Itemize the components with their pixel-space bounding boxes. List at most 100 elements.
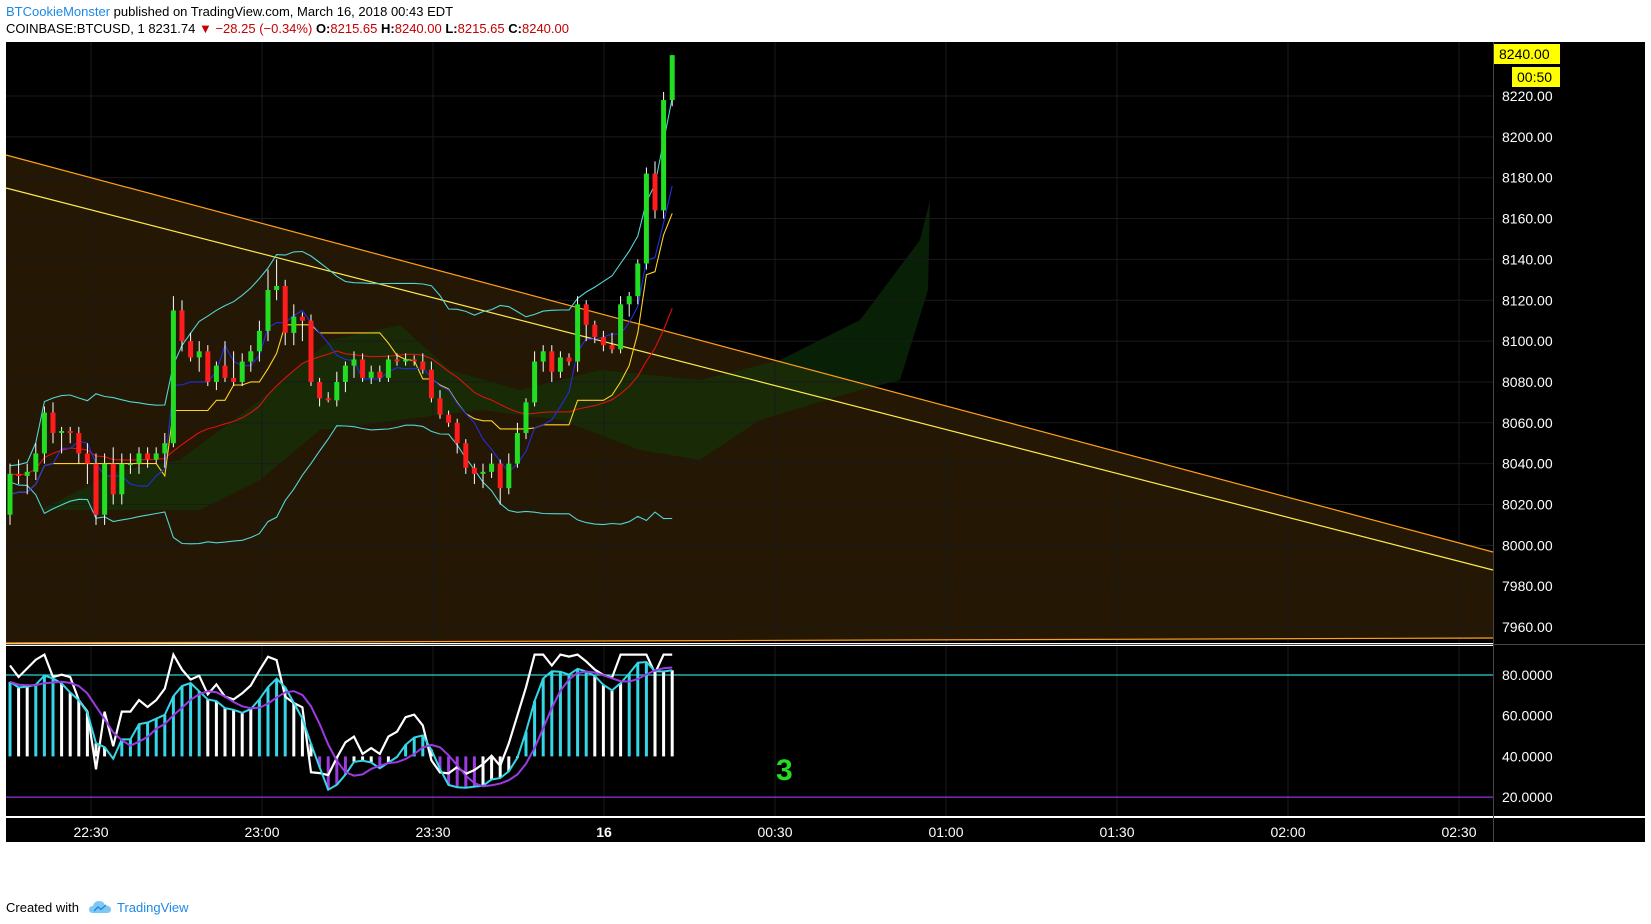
candle-body — [248, 351, 254, 362]
candle-body — [153, 453, 159, 460]
created-with-label: Created with — [6, 900, 79, 915]
candle-body — [231, 377, 237, 382]
candle-body — [489, 463, 495, 472]
oscillator-histogram-bar — [51, 678, 55, 757]
candle-body — [360, 359, 366, 378]
candle-body — [256, 330, 262, 352]
candle-body — [609, 345, 615, 350]
support-line — [5, 637, 1494, 644]
time-tick-label: 22:30 — [73, 824, 108, 840]
oscillator-histogram-bar — [627, 673, 631, 757]
last-price: 8231.74 — [148, 21, 196, 36]
countdown-badge-text: 00:50 — [1517, 69, 1552, 85]
time-tick-label: 23:00 — [244, 824, 279, 840]
oscillator-histogram-bar — [300, 718, 304, 757]
oscillator-histogram-bar — [180, 686, 184, 757]
time-tick-label: 02:30 — [1441, 824, 1476, 840]
candle-body — [205, 351, 211, 382]
oscillator-histogram-bar — [249, 708, 253, 757]
oscillator-histogram-bar — [17, 687, 21, 757]
oscillator-histogram-bar — [283, 687, 287, 757]
close-label: C: — [508, 21, 522, 36]
candle-body — [454, 422, 460, 444]
low-value: 8215.65 — [457, 21, 505, 36]
oscillator-histogram-bar — [490, 756, 494, 780]
price-tick-label: 8160.00 — [1502, 211, 1553, 227]
tradingview-cloud-icon[interactable] — [88, 899, 112, 915]
oscillator-histogram-bar — [163, 714, 167, 757]
candle-body — [76, 433, 82, 454]
candle-body — [213, 365, 219, 382]
oscillator-histogram-bar — [309, 743, 313, 757]
last-price-badge — [1494, 44, 1560, 64]
price-tick-label: 8040.00 — [1502, 456, 1553, 472]
oscillator-histogram-bar — [610, 690, 614, 757]
candle-body — [471, 467, 477, 474]
time-tick-label: 02:00 — [1270, 824, 1305, 840]
candle-body — [67, 430, 73, 434]
candle-body — [652, 173, 658, 211]
candle-body — [669, 55, 675, 101]
chart-header: BTCookieMonster published on TradingView… — [0, 0, 1651, 40]
candle-body — [93, 463, 99, 515]
time-axis-background — [6, 818, 1645, 842]
publish-info: published on TradingView.com, March 16, … — [113, 4, 454, 19]
oscillator-histogram-bar — [103, 747, 107, 757]
candle-body — [196, 351, 202, 358]
oscillator-histogram-bar — [653, 671, 657, 757]
candle-body — [437, 398, 443, 415]
price-tick-label: 8020.00 — [1502, 497, 1553, 513]
oscillator-histogram-bar — [636, 662, 640, 757]
candle-body — [33, 453, 39, 472]
oscillator-histogram-bar — [404, 744, 408, 757]
price-tick-label: 7980.00 — [1502, 578, 1553, 594]
time-tick-label: 01:00 — [928, 824, 963, 840]
candle-body — [7, 473, 13, 515]
oscillator-histogram-bar — [524, 731, 528, 757]
oscillator-histogram-bar — [335, 756, 339, 785]
time-tick-label: 01:30 — [1099, 824, 1134, 840]
oscillator-histogram-bar — [85, 712, 89, 757]
oscillator-histogram-bar — [197, 691, 201, 757]
oscillator-tick-label: 40.0000 — [1502, 748, 1553, 764]
tradingview-link[interactable]: TradingView — [117, 900, 189, 915]
time-tick-label: 23:30 — [415, 824, 450, 840]
time-tick-label: 00:30 — [757, 824, 792, 840]
bollinger-upper-line — [9, 98, 673, 467]
bollinger-lower-line — [9, 424, 673, 545]
countdown-badge — [1512, 67, 1560, 87]
candle-body — [222, 365, 228, 378]
oscillator-histogram-bar — [662, 671, 666, 757]
oscillator-histogram-bar — [343, 756, 347, 775]
candle-body — [557, 357, 563, 372]
candle-body — [282, 285, 288, 333]
candle-body — [523, 402, 529, 434]
candle-body — [506, 463, 512, 489]
candle-body — [325, 398, 331, 401]
price-change: −28.25 (−0.34%) — [215, 21, 313, 36]
oscillator-histogram-bar — [576, 668, 580, 757]
candle-body — [583, 304, 589, 325]
oscillator-histogram-bar — [567, 674, 571, 757]
price-axis-background — [1493, 42, 1645, 816]
chart-canvas[interactable]: 8220.00 8200.00 8180.00 8160.00 8140.00 8120.… — [0, 40, 1651, 896]
oscillator-histogram-bar — [275, 678, 279, 757]
oscillator-histogram-bar — [533, 701, 537, 757]
candle-body — [368, 371, 374, 378]
author-link[interactable]: BTCookieMonster — [6, 4, 111, 19]
price-tick-label: 7960.00 — [1502, 619, 1553, 635]
candle-body — [24, 471, 30, 476]
candle-body — [136, 453, 142, 464]
oscillator-histogram-bar — [670, 670, 674, 757]
candle-body — [291, 316, 297, 333]
oscillator-histogram-bar — [378, 756, 382, 769]
oscillator-histogram-bar — [60, 683, 64, 757]
oscillator-histogram-bar — [412, 737, 416, 757]
high-value: 8240.00 — [394, 21, 442, 36]
candle-body — [497, 463, 503, 489]
oscillator-histogram-bar — [223, 708, 227, 757]
oscillator-histogram-bar — [558, 671, 562, 757]
oscillator-tick-label: 60.0000 — [1502, 708, 1553, 724]
candle-body — [592, 324, 598, 338]
candle-body — [394, 359, 400, 362]
